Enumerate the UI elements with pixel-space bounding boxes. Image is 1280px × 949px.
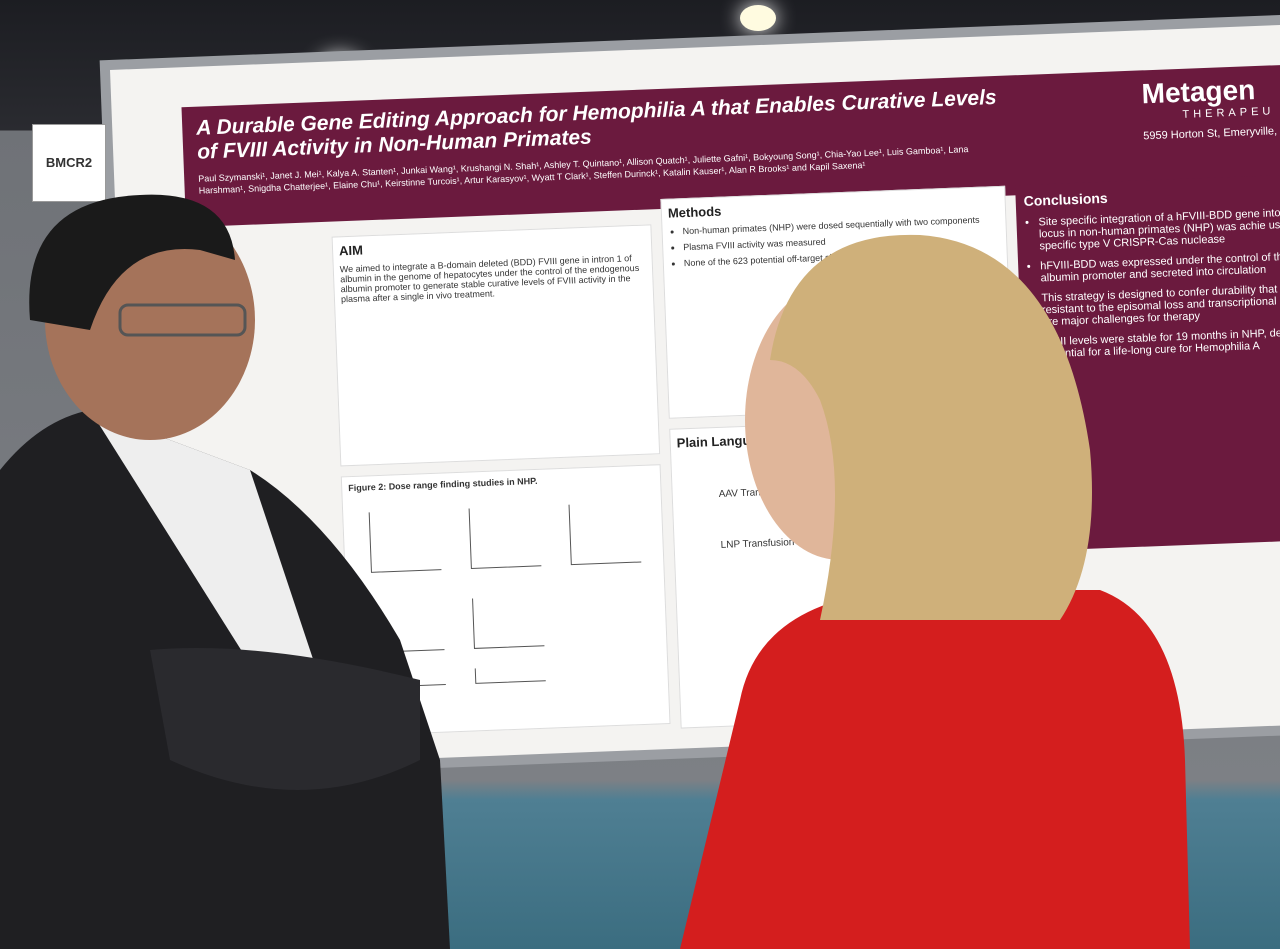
booth-label: BMCR2 [32, 124, 106, 202]
man-arms [150, 648, 420, 790]
man-hair [29, 194, 235, 330]
glasses [118, 303, 247, 337]
woman-hair [770, 234, 1092, 620]
man-shirt [90, 410, 320, 680]
ceiling-light [740, 5, 776, 31]
woman-top [680, 590, 1190, 949]
